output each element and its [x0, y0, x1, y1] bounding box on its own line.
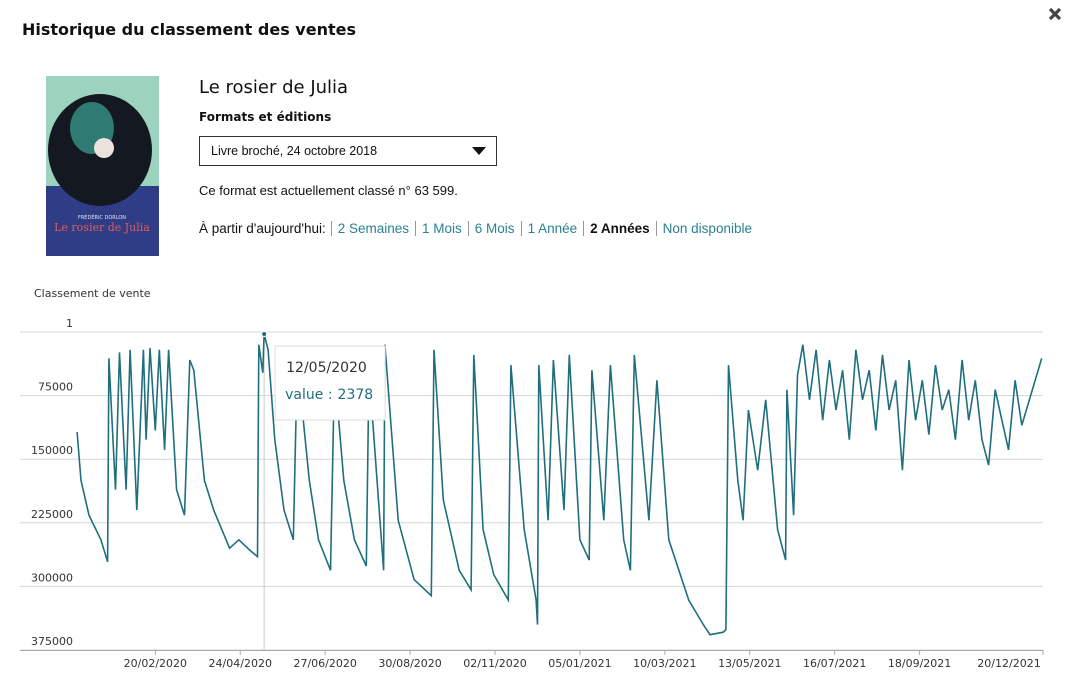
formats-label: Formats et éditions [199, 110, 332, 124]
x-tick-label: 16/07/2021 [803, 657, 866, 670]
tooltip-date: 12/05/2020 [286, 360, 367, 376]
cover-author: FRÉDÉRIC DORLON [78, 213, 126, 221]
rank-text: Ce format est actuellement classé n° 63 … [199, 183, 458, 198]
format-dropdown[interactable]: Livre broché, 24 octobre 2018 [199, 136, 497, 166]
x-tick-label: 10/03/2021 [633, 657, 696, 670]
range-label: À partir d'aujourd'hui: [199, 221, 326, 236]
y-tick-label: 375000 [31, 635, 73, 648]
book-title: Le rosier de Julia [199, 77, 349, 98]
x-tick-label: 20/12/2021 [977, 657, 1040, 670]
hover-point [261, 331, 268, 338]
cover-title: Le rosier de Julia [54, 221, 150, 234]
dropdown-arrow [472, 147, 486, 155]
range-link[interactable]: 2 Semaines [330, 221, 415, 236]
close-button[interactable] [1047, 6, 1063, 22]
tooltip-value: value : 2378 [285, 387, 373, 403]
range-link[interactable]: 1 Mois [415, 221, 468, 236]
y-tick-label: 150000 [31, 444, 73, 457]
y-tick-label: 1 [66, 317, 73, 330]
range-link[interactable]: 1 Année [520, 221, 584, 236]
x-tick-label: 02/11/2020 [463, 657, 526, 670]
line-series [76, 333, 1043, 636]
range-link: 2 Années [583, 221, 656, 236]
y-axis-label: Classement de vente [34, 287, 151, 300]
book-cover: FRÉDÉRIC DORLON Le rosier de Julia [46, 76, 159, 256]
range-link[interactable]: 6 Mois [467, 221, 521, 236]
x-tick-label: 24/04/2020 [209, 657, 272, 670]
x-tick-label: 30/08/2020 [378, 657, 441, 670]
range-selector: À partir d'aujourd'hui: 2 Semaines 1 Mois 6… [199, 221, 758, 236]
y-tick-label: 225000 [31, 508, 73, 521]
x-tick-label: 20/02/2020 [124, 657, 187, 670]
x-tick-label: 18/09/2021 [888, 657, 951, 670]
tooltip-value-label: value : [285, 387, 332, 403]
y-tick-label: 300000 [31, 571, 73, 584]
tooltip-box [274, 345, 386, 421]
tooltip: 12/05/2020 value : 2378 [274, 345, 386, 421]
x-tick-label: 13/05/2021 [718, 657, 781, 670]
dropdown-value: Livre broché, 24 octobre 2018 [211, 144, 378, 158]
x-tick-label: 05/01/2021 [548, 657, 611, 670]
dialog-title: Historique du classement des ventes [22, 20, 356, 39]
range-link[interactable]: Non disponible [655, 221, 758, 236]
tooltip-value-number: 2378 [338, 387, 374, 403]
y-tick-label: 75000 [38, 381, 73, 394]
x-tick-label: 27/06/2020 [293, 657, 356, 670]
